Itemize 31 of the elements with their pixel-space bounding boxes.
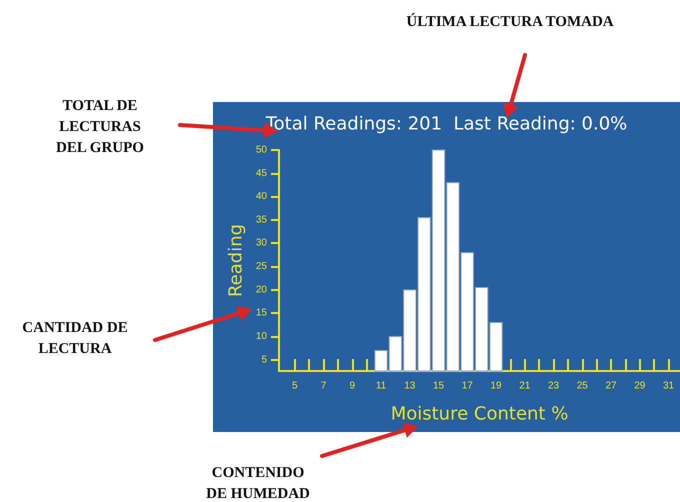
x-tick-label: 21: [519, 380, 531, 392]
x-axis-title: Moisture Content %: [390, 404, 568, 424]
y-tick-label: 25: [256, 261, 268, 272]
y-tick-label: 10: [256, 331, 268, 342]
x-tick-label: 29: [634, 380, 646, 392]
x-tick-label: 17: [462, 380, 474, 392]
x-tick-label: 5: [292, 380, 298, 392]
y-tick-label: 40: [256, 191, 268, 202]
text: TOTAL DE LECTURAS DEL GRUPO: [55, 97, 145, 158]
x-tick-label: 23: [548, 380, 560, 392]
x-tick-label: 25: [576, 380, 588, 392]
text: ÚLTIMA LECTURA TOMADA: [405, 12, 615, 32]
x-tick-label: 13: [404, 380, 416, 392]
x-tick-label: 27: [605, 380, 618, 392]
x-tick-label: 15: [432, 380, 445, 392]
y-tick-label: 5: [261, 354, 268, 366]
y-tick-label: 45: [256, 168, 268, 179]
x-tick-label: 19: [490, 380, 502, 392]
y-tick-label: 20: [256, 284, 268, 296]
x-tick-label: 11: [376, 380, 387, 392]
y-tick-label: 15: [256, 308, 268, 319]
x-tick-label: 31: [662, 380, 674, 392]
chart-title: Total Readings: 201 Last Reading: 0.0%: [264, 114, 628, 134]
x-tick-label: 7: [320, 380, 327, 392]
y-axis-title: Reading: [225, 224, 246, 298]
x-tick-label: 9: [350, 380, 356, 392]
y-tick-label: 30: [256, 238, 268, 249]
text: CANTIDAD DE LECTURA: [21, 319, 129, 359]
y-tick-label: 50: [256, 144, 268, 156]
text: CONTENIDO DE HUMEDAD: [205, 464, 311, 502]
y-tick-label: 35: [256, 214, 268, 226]
